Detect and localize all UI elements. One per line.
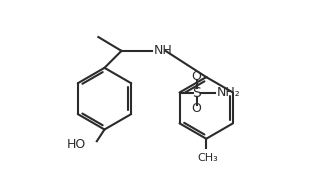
Text: S: S bbox=[192, 85, 201, 100]
Text: HO: HO bbox=[67, 138, 86, 151]
Text: O: O bbox=[192, 102, 202, 115]
Text: CH₃: CH₃ bbox=[197, 153, 218, 163]
Text: NH₂: NH₂ bbox=[217, 86, 240, 99]
Text: NH: NH bbox=[154, 44, 172, 57]
Text: O: O bbox=[192, 70, 202, 83]
